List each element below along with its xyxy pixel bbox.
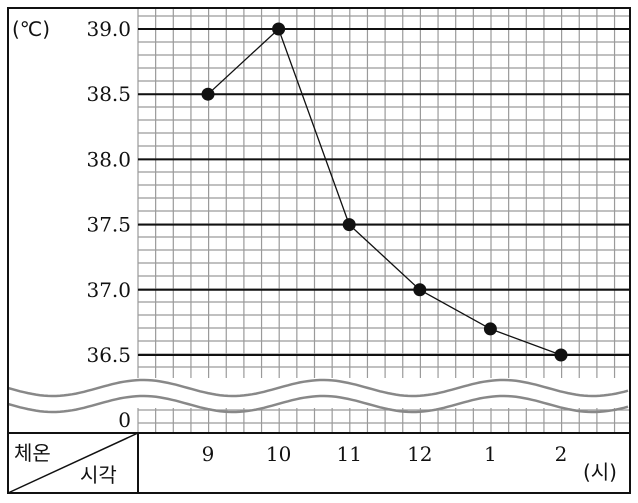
series-line-group [201, 22, 568, 362]
x-tick-label: 11 [336, 442, 361, 466]
header-top-label: 체온 [14, 441, 51, 465]
data-point [554, 348, 568, 362]
y-tick-label: 37.5 [86, 213, 131, 237]
header-bottom-label: 시각 [80, 463, 117, 487]
axis-break [7, 378, 630, 414]
y-tick-label: 38.0 [86, 147, 131, 171]
data-point [342, 218, 356, 232]
chart-frame [7, 7, 631, 494]
major-gridlines [138, 28, 630, 356]
x-tick-label: 2 [555, 442, 568, 466]
y-tick-label: 37.0 [86, 278, 131, 302]
data-point [201, 87, 215, 101]
x-tick-label: 1 [484, 442, 497, 466]
outer-border [7, 7, 631, 494]
x-tick-label: 9 [202, 442, 215, 466]
header-diagonal [7, 432, 139, 494]
x-unit-label: (시) [583, 460, 617, 484]
x-tick-label: 10 [266, 442, 291, 466]
y-tick-label: 38.5 [86, 82, 131, 106]
data-point [272, 22, 286, 36]
data-point [413, 283, 427, 297]
x-tick-label: 12 [407, 442, 432, 466]
y-unit-label: (℃) [12, 17, 50, 41]
axis-break-wave-bottom [7, 394, 629, 414]
y-tick-label: 39.0 [86, 17, 131, 41]
y-zero-label: 0 [118, 408, 131, 432]
axis-break-wave-top [7, 378, 629, 398]
y-tick-label: 36.5 [86, 343, 131, 367]
series-line [207, 27, 562, 356]
data-point [483, 322, 497, 336]
tick-labels: (℃) 39.038.538.037.537.036.509 10 11 12 1 2(시)… [12, 17, 617, 487]
